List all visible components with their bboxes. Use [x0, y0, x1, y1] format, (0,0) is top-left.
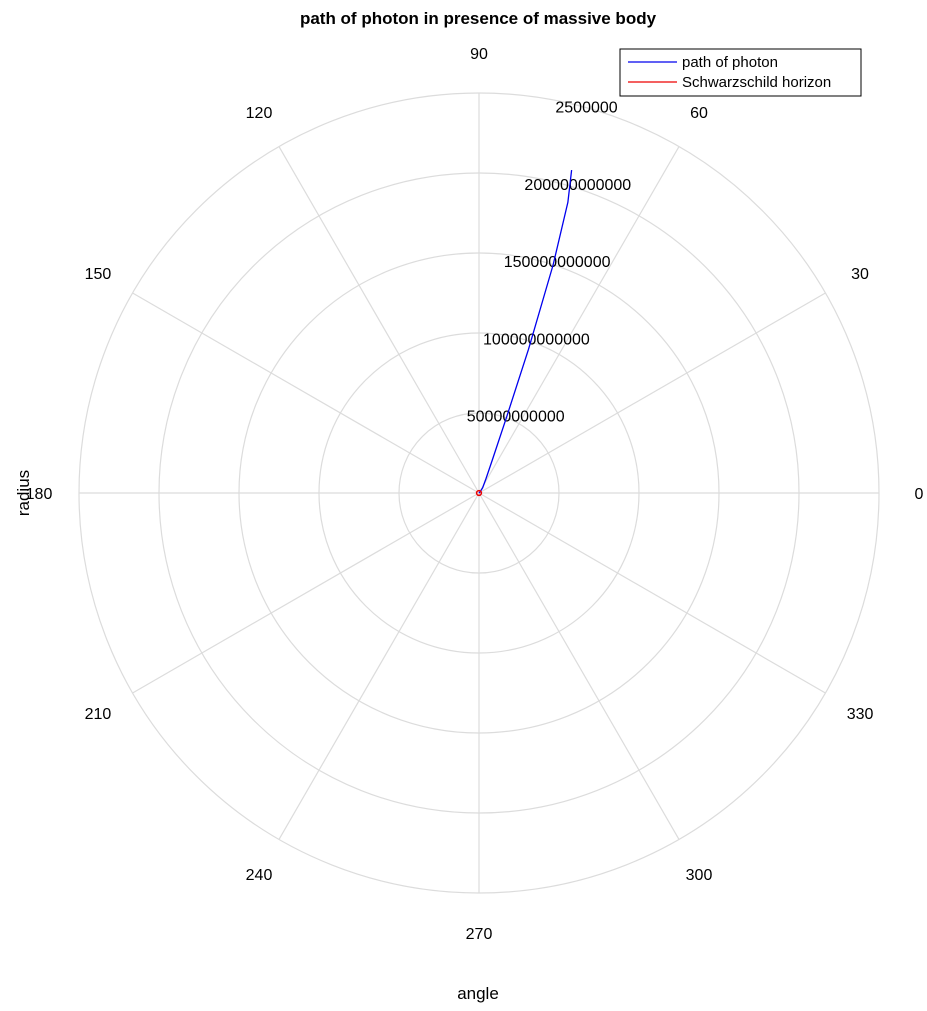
radial-tick-label: 2500000	[555, 100, 617, 117]
radial-tick-label: 150000000000	[504, 254, 611, 271]
series-line-path-of-photon	[478, 169, 573, 494]
angle-tick-label: 30	[851, 266, 869, 283]
angle-tick-label: 60	[690, 105, 708, 122]
angle-tick-label: 150	[85, 266, 112, 283]
legend-label-path-of-photon: path of photon	[682, 54, 778, 71]
angle-tick-label: 330	[847, 706, 874, 723]
angle-tick-label: 300	[686, 867, 713, 884]
series-layer	[475, 169, 573, 497]
angle-tick-label: 210	[85, 706, 112, 723]
grid-spoke	[132, 292, 480, 494]
grid-spoke	[278, 492, 480, 840]
angle-tick-label: 180	[26, 486, 53, 503]
grid-spoke	[478, 492, 680, 840]
y-axis-label: radius	[14, 470, 33, 516]
grid-spoke	[478, 292, 826, 494]
polar-grid	[78, 92, 880, 894]
legend: path of photon Schwarzschild horizon	[619, 48, 862, 97]
angle-tick-label: 0	[915, 486, 924, 503]
grid-spoke	[478, 146, 680, 494]
grid-spoke	[478, 492, 826, 694]
radial-tick-label: 50000000000	[467, 409, 565, 426]
x-axis-label: angle	[457, 984, 499, 1003]
angle-tick-labels: 0 30 60 90 120 150 180 210 240 270 300 330	[26, 46, 924, 943]
series-line-schwarzschild-horizon	[475, 489, 483, 497]
angle-tick-label: 270	[466, 926, 493, 943]
grid-spoke	[132, 492, 480, 694]
radial-tick-labels: 50000000000 100000000000 150000000000 20000…	[467, 100, 632, 426]
radial-tick-label: 200000000000	[524, 177, 631, 194]
legend-box	[619, 48, 862, 97]
radial-tick-label: 100000000000	[483, 331, 590, 348]
legend-label-schwarzschild-horizon: Schwarzschild horizon	[682, 74, 831, 91]
angle-tick-label: 240	[246, 867, 273, 884]
chart-title: path of photon in presence of massive bo…	[300, 9, 657, 28]
grid-spoke	[278, 146, 480, 494]
angle-tick-label: 120	[246, 105, 273, 122]
angle-tick-label: 90	[470, 46, 488, 63]
